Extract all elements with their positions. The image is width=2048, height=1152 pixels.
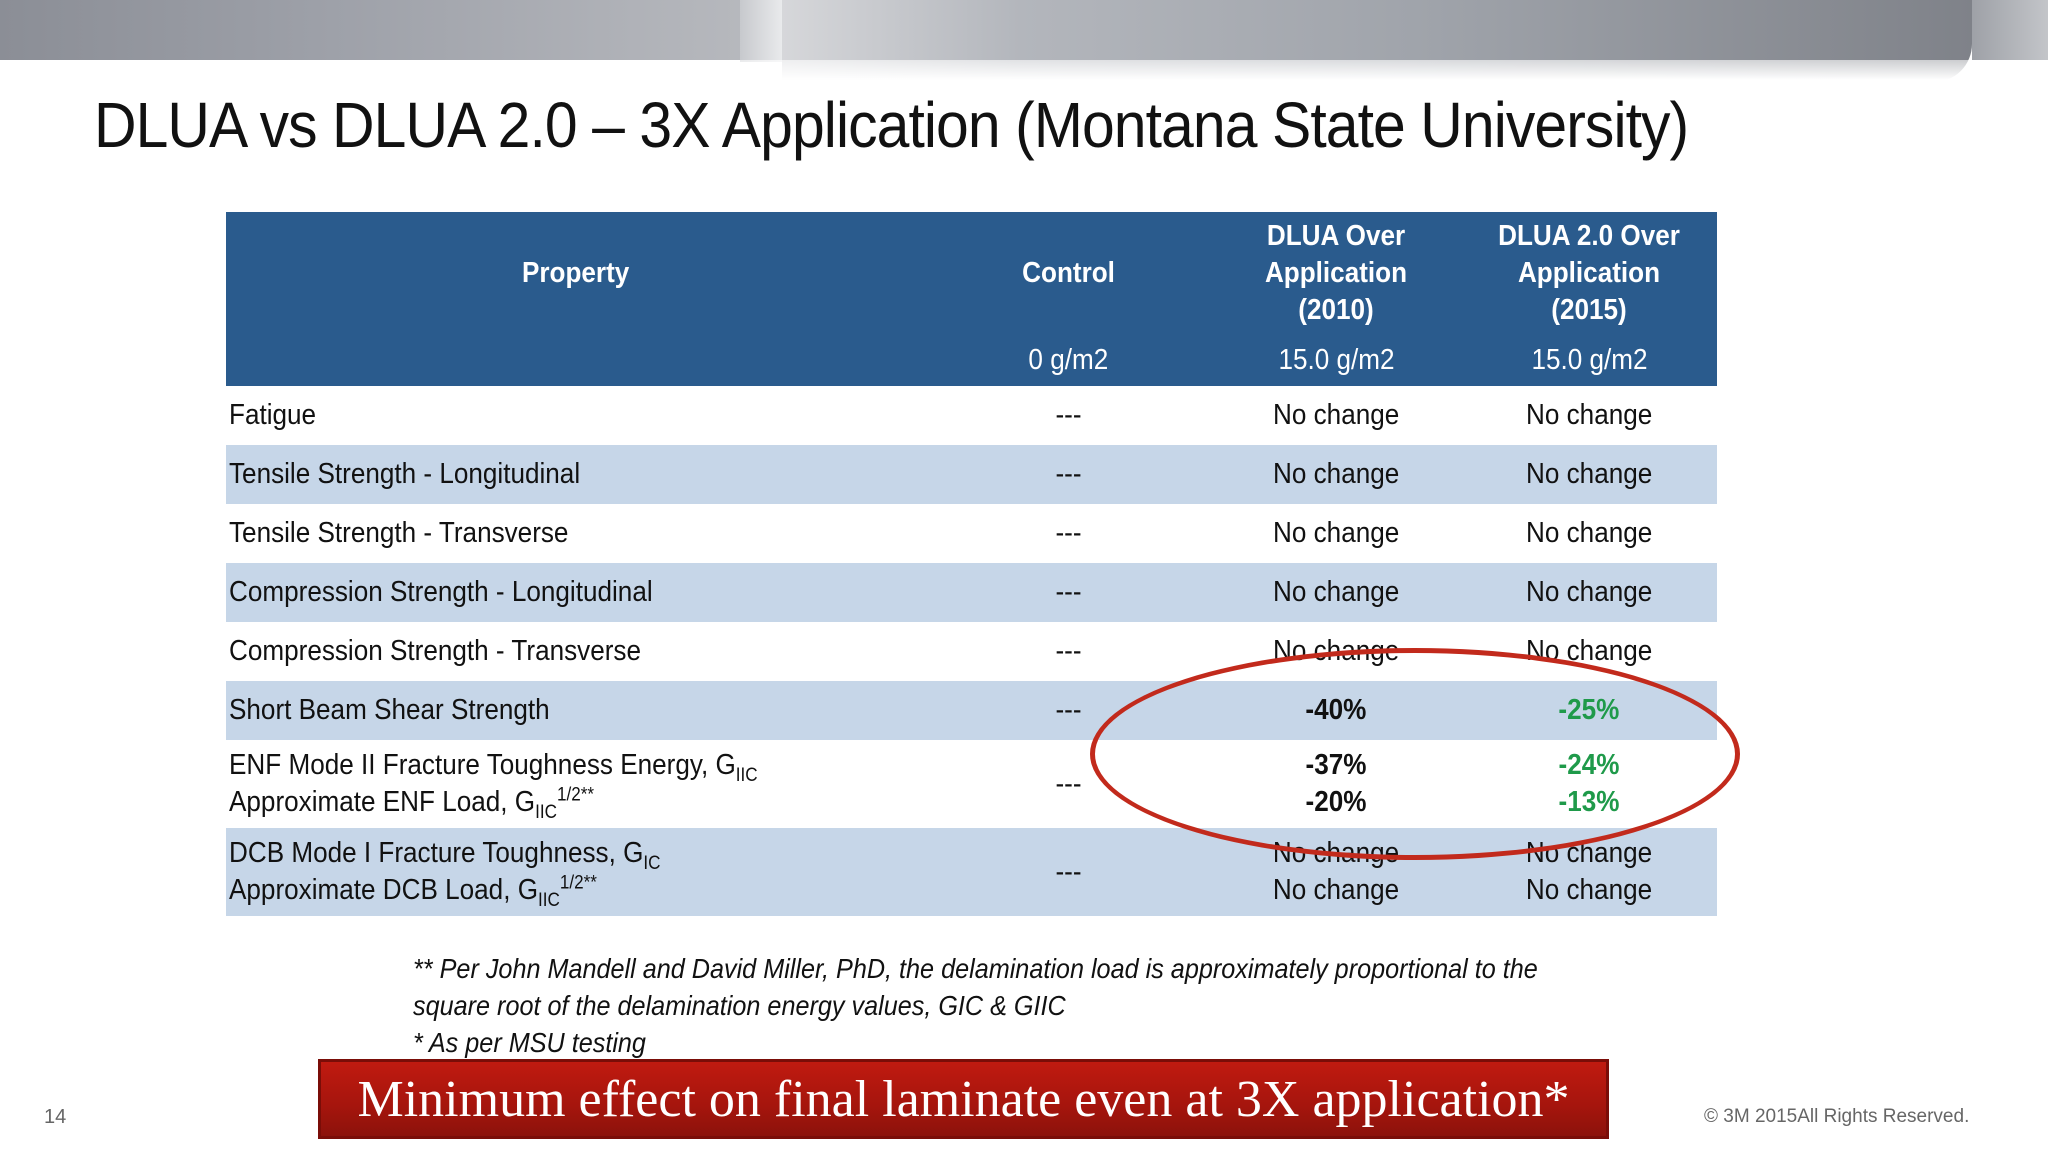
header-control: Control xyxy=(926,212,1211,334)
table-header-row: Property Control DLUA Over Application (… xyxy=(226,212,1717,334)
table-row: Tensile Strength - Longitudinal --- No c… xyxy=(226,445,1717,504)
row-dlua2: -24% -13% xyxy=(1461,740,1717,828)
row-control: --- xyxy=(926,622,1211,681)
table-row: Short Beam Shear Strength --- -40% -25% xyxy=(226,681,1717,740)
row-dlua: No change xyxy=(1211,386,1461,445)
table-row: DCB Mode I Fracture Toughness, GIC Appro… xyxy=(226,828,1717,916)
row-dlua2: No change xyxy=(1461,445,1717,504)
top-decorative-bar xyxy=(0,0,2048,80)
row-control: --- xyxy=(926,504,1211,563)
table-row: Compression Strength - Transverse --- No… xyxy=(226,622,1717,681)
subheader-dlua: 15.0 g/m2 xyxy=(1211,334,1461,386)
footnote-line: square root of the delamination energy v… xyxy=(413,990,1066,1021)
subheader-property xyxy=(226,334,926,386)
row-property: Compression Strength - Transverse xyxy=(226,622,926,681)
row-dlua: No change No change xyxy=(1211,828,1461,916)
top-bar-fade xyxy=(0,60,2048,80)
subheader-control: 0 g/m2 xyxy=(926,334,1211,386)
row-control: --- xyxy=(926,681,1211,740)
row-dlua2: No change xyxy=(1461,504,1717,563)
row-dlua: -40% xyxy=(1211,681,1461,740)
row-dlua: No change xyxy=(1211,504,1461,563)
row-property: Short Beam Shear Strength xyxy=(226,681,926,740)
row-dlua: No change xyxy=(1211,445,1461,504)
table-row: Tensile Strength - Transverse --- No cha… xyxy=(226,504,1717,563)
row-control: --- xyxy=(926,445,1211,504)
row-dlua2: No change No change xyxy=(1461,828,1717,916)
row-dlua2: No change xyxy=(1461,563,1717,622)
row-dlua2: No change xyxy=(1461,622,1717,681)
subheader-dlua2: 15.0 g/m2 xyxy=(1461,334,1717,386)
footnote-line: ** Per John Mandell and David Miller, Ph… xyxy=(413,953,1538,984)
top-bar-mid-band xyxy=(740,0,782,62)
header-dlua2: DLUA 2.0 Over Application (2015) xyxy=(1461,212,1717,334)
row-dlua2: No change xyxy=(1461,386,1717,445)
row-dlua2: -25% xyxy=(1461,681,1717,740)
row-property: Compression Strength - Longitudinal xyxy=(226,563,926,622)
row-control: --- xyxy=(926,563,1211,622)
footnote-line: * As per MSU testing xyxy=(413,1027,646,1058)
row-dlua: No change xyxy=(1211,563,1461,622)
row-dlua: -37% -20% xyxy=(1211,740,1461,828)
header-property: Property xyxy=(226,212,926,334)
table-row: ENF Mode II Fracture Toughness Energy, G… xyxy=(226,740,1717,828)
footnote: ** Per John Mandell and David Miller, Ph… xyxy=(413,950,1693,1061)
row-property: Tensile Strength - Longitudinal xyxy=(226,445,926,504)
summary-banner-text: Minimum effect on final laminate even at… xyxy=(357,1070,1570,1128)
row-property: Fatigue xyxy=(226,386,926,445)
row-control: --- xyxy=(926,386,1211,445)
summary-banner: Minimum effect on final laminate even at… xyxy=(318,1059,1609,1139)
row-property: DCB Mode I Fracture Toughness, GIC Appro… xyxy=(226,828,926,916)
page-number: 14 xyxy=(44,1106,67,1128)
row-property: Tensile Strength - Transverse xyxy=(226,504,926,563)
row-control: --- xyxy=(926,828,1211,916)
slide-title: DLUA vs DLUA 2.0 – 3X Application (Monta… xyxy=(94,89,1689,161)
table-row: Compression Strength - Longitudinal --- … xyxy=(226,563,1717,622)
copyright-notice: © 3M 2015All Rights Reserved. xyxy=(1704,1106,1970,1127)
top-bar-right-band xyxy=(1972,0,2048,60)
comparison-table-container: Property Control DLUA Over Application (… xyxy=(226,212,1717,916)
top-bar-left-band xyxy=(0,0,740,60)
comparison-table: Property Control DLUA Over Application (… xyxy=(226,212,1717,916)
row-property: ENF Mode II Fracture Toughness Energy, G… xyxy=(226,740,926,828)
table-subheader-row: 0 g/m2 15.0 g/m2 15.0 g/m2 xyxy=(226,334,1717,386)
row-control: --- xyxy=(926,740,1211,828)
table-row: Fatigue --- No change No change xyxy=(226,386,1717,445)
header-dlua: DLUA Over Application (2010) xyxy=(1211,212,1461,334)
row-dlua: No change xyxy=(1211,622,1461,681)
